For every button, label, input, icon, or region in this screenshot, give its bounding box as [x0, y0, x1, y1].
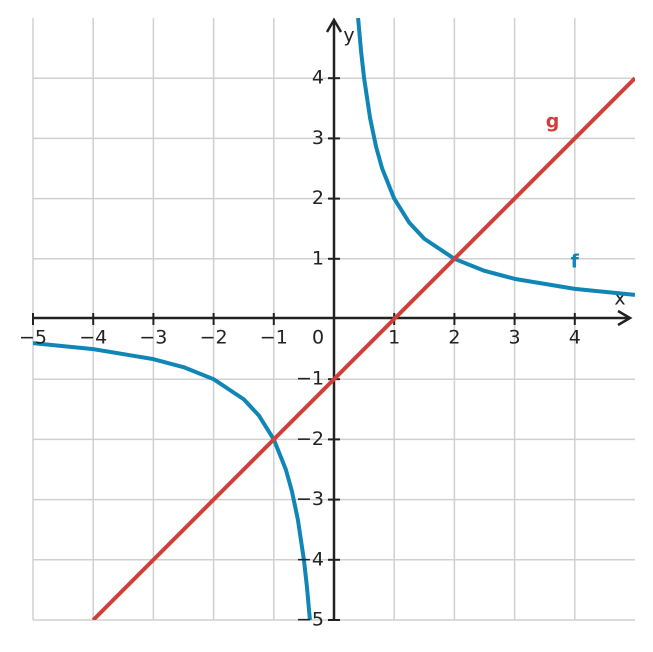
y-arrow — [325, 17, 343, 33]
x-tick-label: 3 — [509, 327, 521, 349]
x-arrow — [617, 309, 633, 327]
x-tick-label: −1 — [260, 327, 288, 349]
y-tick-label: 1 — [312, 247, 324, 269]
x-tick-label: −5 — [19, 327, 47, 349]
x-tick-label: 0 — [312, 327, 324, 349]
y-tick-label: −5 — [296, 609, 324, 631]
x-tick-label: 2 — [448, 327, 460, 349]
y-tick-label: 4 — [312, 67, 324, 89]
y-tick-label: −4 — [296, 548, 324, 570]
y-tick-label: −2 — [296, 428, 324, 450]
line-series — [33, 18, 635, 620]
y-tick-label: −3 — [296, 488, 324, 510]
x-tick-label: −3 — [139, 327, 167, 349]
plot-area — [33, 18, 635, 620]
y-tick-label: −1 — [296, 368, 324, 390]
x-tick-label: 4 — [569, 327, 581, 349]
x-tick-label: −4 — [79, 327, 107, 349]
x-tick-label: −2 — [200, 327, 228, 349]
y-tick-label: 2 — [312, 187, 324, 209]
y-axis-label: y — [343, 25, 354, 47]
y-tick-label: 3 — [312, 127, 324, 149]
x-axis-label: x — [614, 288, 625, 310]
axes: x y — [32, 17, 633, 621]
series-label: f — [571, 250, 580, 272]
line-series — [91, 76, 635, 620]
x-tick-label: 1 — [388, 327, 400, 349]
series-label: g — [546, 111, 560, 133]
